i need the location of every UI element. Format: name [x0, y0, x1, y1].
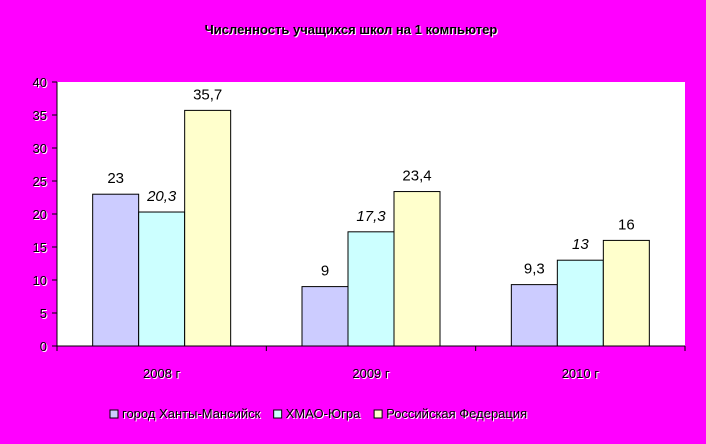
bar — [92, 193, 140, 347]
y-tick-label: 55 — [40, 306, 48, 322]
data-label-text: 17,3 — [356, 208, 386, 225]
data-label: 35,7 — [193, 86, 222, 103]
bar — [556, 259, 604, 347]
x-tick-label-text: 2010 г — [562, 366, 600, 381]
bars — [92, 109, 650, 347]
data-label-text: 35,7 — [193, 86, 222, 103]
data-label: 9,3 — [524, 261, 545, 278]
legend-swatch — [273, 409, 283, 419]
bar — [301, 286, 349, 347]
y-tick-label-shadow: 0 — [41, 340, 48, 355]
legend-label-shadow: ХМАО-Югра — [287, 407, 362, 422]
legend-label-text: ХМАО-Югра — [286, 406, 361, 421]
bar — [184, 109, 232, 347]
bar — [393, 191, 441, 347]
y-tick-label-text: 35 — [33, 108, 47, 123]
legend-label-shadow: город Ханты-Мансийск — [123, 407, 262, 422]
x-tick-label-shadow: 2008 г — [144, 367, 182, 382]
data-label: 23 — [107, 170, 124, 187]
bar — [602, 239, 650, 347]
y-tick-label-text: 0 — [40, 339, 47, 354]
data-label-text: 23 — [107, 170, 124, 187]
bar — [510, 284, 558, 347]
chart-title-shadow: Численность учащихся школ на 1 компьютер — [206, 23, 499, 38]
y-tick-label-text: 20 — [33, 207, 47, 222]
y-tick-label-shadow: 20 — [34, 208, 48, 223]
y-tick-label: 00 — [40, 339, 48, 355]
y-tick-label-text: 40 — [33, 75, 47, 90]
y-tick-label-shadow: 10 — [34, 274, 48, 289]
x-tick-label-shadow: 2009 г — [353, 367, 391, 382]
bar — [138, 211, 186, 347]
y-tick-label-shadow: 5 — [41, 307, 48, 322]
legend-label-text: город Ханты-Мансийск — [122, 406, 261, 421]
data-label-text: 23,4 — [402, 168, 431, 185]
data-label: 20,3 — [146, 188, 177, 205]
legend-label-shadow: Российская Федерация — [387, 407, 528, 422]
data-label: 17,3 — [356, 208, 386, 225]
data-label-text: 9 — [321, 263, 329, 280]
chart-title-group: Численность учащихся школ на 1 компьютер… — [205, 22, 499, 38]
chart-title: Численность учащихся школ на 1 компьютер — [205, 22, 498, 37]
data-label: 16 — [618, 216, 635, 233]
data-label-text: 20,3 — [146, 188, 177, 205]
legend-swatch — [373, 409, 383, 419]
y-tick-label-shadow: 35 — [34, 109, 48, 124]
y-tick-label-text: 10 — [33, 273, 47, 288]
data-label: 13 — [572, 236, 589, 253]
y-tick-label-shadow: 25 — [34, 175, 48, 190]
x-tick-label-shadow: 2010 г — [563, 367, 601, 382]
data-label-text: 9,3 — [524, 261, 545, 278]
data-label: 23,4 — [402, 168, 431, 185]
data-labels: 23 20,3 35,7 9 17,3 23,4 9,3 13 16 — [107, 86, 634, 279]
y-tick-label-shadow: 30 — [34, 142, 48, 157]
y-tick-label-shadow: 15 — [34, 241, 48, 256]
x-tick-label-text: 2008 г — [143, 366, 181, 381]
y-tick-label-text: 5 — [40, 306, 47, 321]
data-label-text: 13 — [572, 236, 589, 253]
data-label-text: 16 — [618, 216, 635, 233]
legend-swatch — [109, 409, 119, 419]
y-tick-label-text: 30 — [33, 141, 47, 156]
y-tick-label-text: 25 — [33, 174, 47, 189]
bar — [347, 231, 395, 347]
y-tick-label-shadow: 40 — [34, 76, 48, 91]
x-tick-label-text: 2009 г — [352, 366, 390, 381]
legend-label-text: Российская Федерация — [386, 406, 527, 421]
y-tick-label-text: 15 — [33, 240, 47, 255]
data-label: 9 — [321, 263, 329, 280]
